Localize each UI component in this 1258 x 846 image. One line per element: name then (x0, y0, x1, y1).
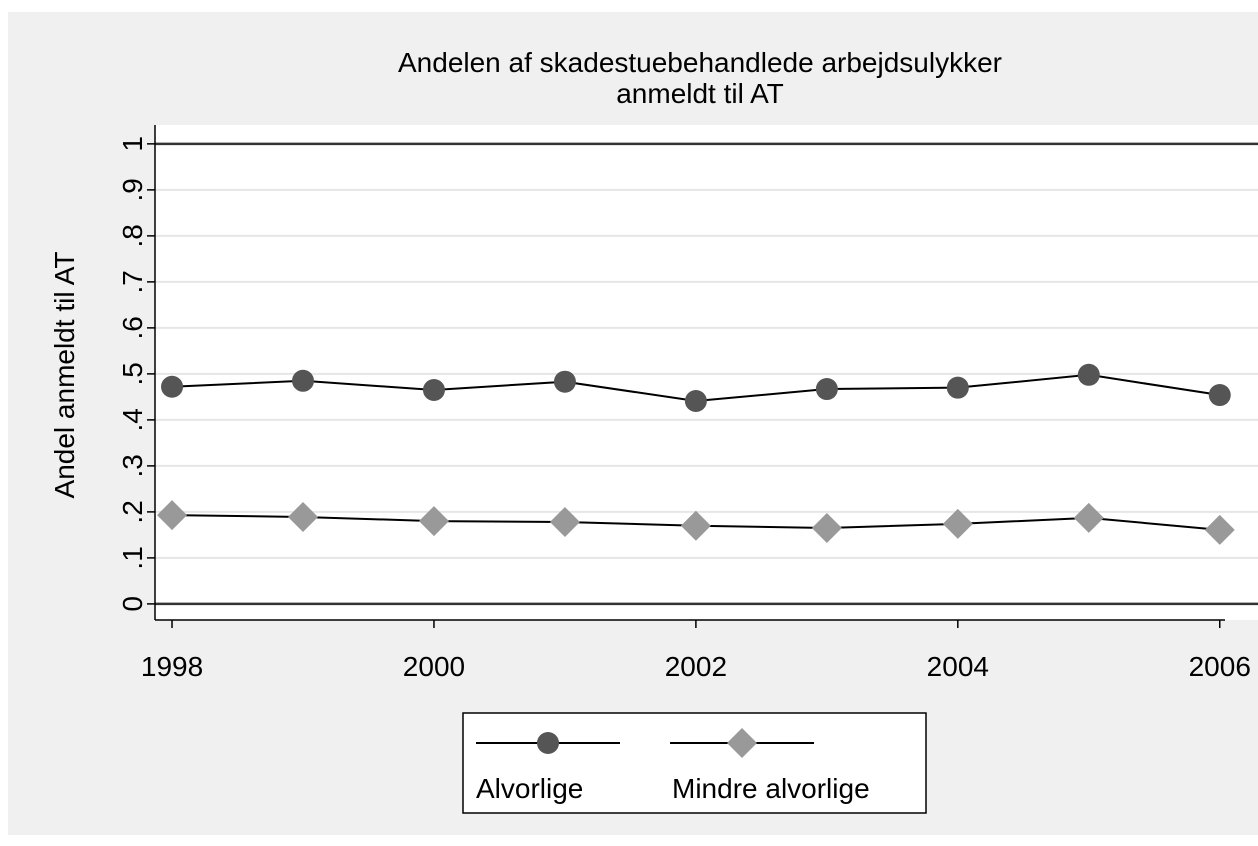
x-tick-label: 1998 (141, 651, 203, 682)
data-point (1073, 502, 1104, 533)
data-point (291, 369, 314, 392)
x-tick-label: 2006 (1189, 651, 1251, 682)
data-point (1204, 514, 1235, 545)
y-tick-label: .5 (117, 362, 148, 385)
data-point (1208, 384, 1231, 407)
chart-title: anmeldt til AT (616, 78, 784, 109)
y-tick-label: .4 (117, 408, 148, 431)
y-tick-label: .8 (117, 224, 148, 247)
x-tick-label: 2000 (403, 651, 465, 682)
data-point (422, 378, 445, 401)
data-point (811, 512, 842, 543)
data-point (161, 375, 184, 398)
y-tick-label: .9 (117, 178, 148, 201)
x-tick-label: 2004 (927, 651, 989, 682)
y-tick-label: .6 (117, 316, 148, 339)
legend-label: Mindre alvorlige (672, 773, 870, 804)
data-point (157, 500, 188, 531)
data-point (549, 507, 580, 538)
y-tick-label: 1 (117, 136, 148, 152)
x-tick-label: 2002 (665, 651, 727, 682)
data-point (287, 501, 318, 532)
plot-area (155, 125, 1258, 620)
chart-title: Andelen af skadestuebehandlede arbejdsul… (398, 47, 1002, 78)
y-tick-label: .7 (117, 270, 148, 293)
y-tick-label: .3 (117, 454, 148, 477)
legend-label: Alvorlige (476, 773, 583, 804)
data-point (946, 376, 969, 399)
data-point (418, 506, 449, 537)
y-tick-label: 0 (117, 596, 148, 612)
y-axis-title: Andel anmeldt til AT (49, 252, 80, 499)
data-point (815, 378, 838, 401)
data-point (680, 510, 711, 541)
legend (462, 712, 927, 814)
data-point (553, 370, 576, 393)
y-tick-label: .1 (117, 546, 148, 569)
data-point (942, 508, 973, 539)
data-point (684, 390, 707, 413)
legend-marker (727, 728, 757, 758)
data-point (1077, 363, 1100, 386)
legend-marker (537, 732, 559, 754)
y-tick-label: .2 (117, 500, 148, 523)
